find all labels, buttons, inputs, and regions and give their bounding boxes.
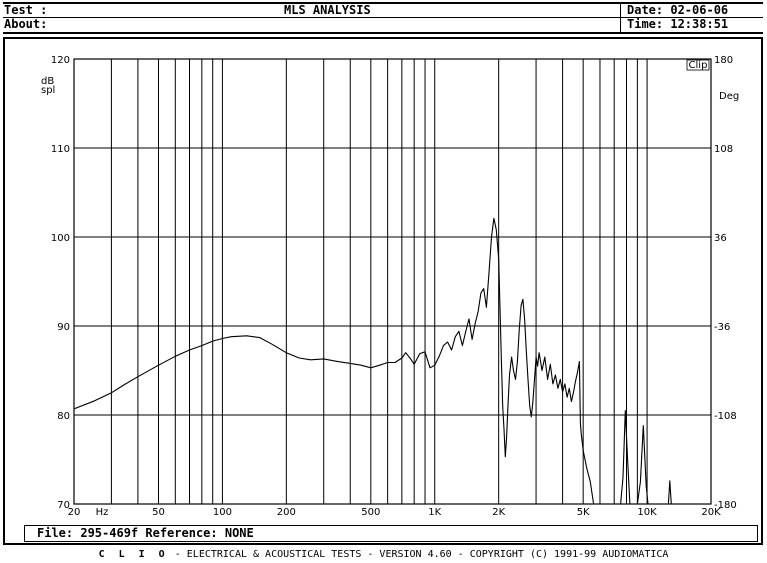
x-tick-label: 20	[68, 507, 81, 518]
response-curve-3	[636, 425, 649, 504]
y2-tick-label: 108	[714, 144, 733, 155]
x-unit-label: Hz	[96, 507, 109, 518]
header-bar: Test : About: MLS ANALYSIS Date: 02-06-0…	[3, 2, 763, 34]
date-label: Date: 02-06-06	[627, 3, 729, 17]
y2-tick-label: -36	[714, 322, 730, 333]
footer-brand: C L I O	[98, 549, 169, 560]
about-label: About:	[4, 17, 48, 31]
x-tick-label: 50	[152, 507, 165, 518]
y-tick-label: 90	[57, 322, 70, 333]
y2-tick-label: -108	[714, 411, 737, 422]
clip-indicator-label: Clip	[689, 60, 708, 71]
y-tick-label: 80	[57, 411, 70, 422]
clip-indicator-box	[686, 59, 710, 71]
file-line: File: 295-469f Reference: NONE	[24, 525, 758, 542]
x-tick-label: 2K	[492, 507, 505, 518]
response-curve-4	[667, 480, 672, 504]
time-label: Time: 12:38:51	[627, 17, 729, 31]
y-tick-label: 100	[51, 233, 70, 244]
x-tick-label: 100	[213, 507, 232, 518]
response-curve-1	[74, 217, 595, 504]
header-divider-horizontal	[3, 17, 763, 18]
y2-tick-label: 180	[714, 55, 733, 66]
x-tick-label: 10K	[637, 507, 657, 518]
response-curve-2	[620, 410, 631, 504]
footer-text: - ELECTRICAL & ACOUSTICAL TESTS - VERSIO…	[168, 549, 669, 560]
plot-frame	[73, 58, 712, 505]
y-tick-label: 70	[57, 500, 70, 511]
test-label: Test :	[4, 3, 48, 17]
header-divider-vertical	[620, 4, 621, 32]
page-title: MLS ANALYSIS	[284, 3, 371, 17]
y-axis-label-line1: dB	[41, 76, 54, 87]
y2-tick-label: 36	[714, 233, 727, 244]
y-tick-label: 110	[51, 144, 70, 155]
x-tick-label: 200	[277, 507, 296, 518]
chart-panel	[3, 37, 763, 545]
y2-tick-label: -180	[714, 500, 737, 511]
y-axis-label-line2: spl	[41, 85, 55, 96]
x-tick-label: 1K	[428, 507, 441, 518]
x-tick-label: 500	[361, 507, 380, 518]
x-tick-label: 5K	[577, 507, 590, 518]
x-tick-label: 20K	[701, 507, 721, 518]
footer: C L I O - ELECTRICAL & ACOUSTICAL TESTS …	[0, 549, 767, 561]
y2-axis-label: Deg	[719, 91, 739, 102]
y-tick-label: 120	[51, 55, 70, 66]
